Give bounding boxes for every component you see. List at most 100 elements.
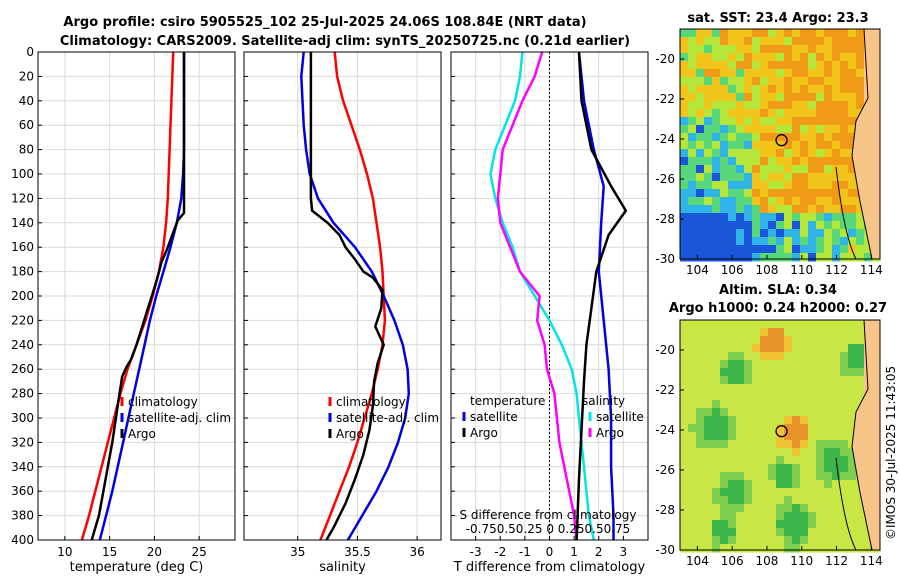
map-cell	[808, 229, 817, 238]
map-cell	[728, 29, 737, 38]
map-cell	[800, 464, 809, 473]
map-cell	[816, 384, 825, 393]
map-cell	[776, 400, 785, 409]
map-cell	[768, 384, 777, 393]
map-cell	[696, 384, 705, 393]
map-cell	[744, 77, 753, 86]
y-tick-label: 0	[26, 45, 34, 59]
series-line-salinity-satellite	[577, 51, 615, 540]
map-cell	[856, 45, 865, 54]
map-cell	[712, 77, 721, 86]
map-cell	[808, 133, 817, 142]
map-cell	[760, 376, 769, 385]
map-cell	[704, 141, 713, 150]
map-cell	[832, 29, 841, 38]
map-cell	[784, 141, 793, 150]
map-cell	[752, 53, 761, 62]
map-cell	[816, 424, 825, 433]
map-cell	[728, 352, 737, 361]
map-cell	[680, 536, 689, 545]
map-cell	[856, 320, 865, 329]
map-cell	[712, 197, 721, 206]
map-cell	[792, 432, 801, 441]
map-cell	[704, 221, 713, 230]
map-cell	[688, 480, 697, 489]
map-cell	[720, 352, 729, 361]
map-cell	[840, 400, 849, 409]
map-cell	[800, 173, 809, 182]
map-cell	[776, 165, 785, 174]
map-cell	[736, 125, 745, 134]
map-cell	[848, 157, 857, 166]
map-cell	[832, 496, 841, 505]
map-cell	[768, 181, 777, 190]
map-cell	[744, 496, 753, 505]
map-cell	[720, 472, 729, 481]
map-cell	[744, 53, 753, 62]
map-cell	[696, 536, 705, 545]
map-cell	[752, 237, 761, 246]
map-cell	[816, 416, 825, 425]
map-cell	[688, 157, 697, 166]
map-cell	[768, 29, 777, 38]
map-cell	[856, 384, 865, 393]
map-cell	[840, 45, 849, 54]
map-cell	[784, 117, 793, 126]
map-cell	[840, 456, 849, 465]
map-cell	[776, 85, 785, 94]
map-cell	[744, 253, 753, 262]
map-cell	[792, 480, 801, 489]
map-cell	[832, 197, 841, 206]
map-cell	[816, 448, 825, 457]
map-cell	[808, 408, 817, 417]
map-cell	[776, 197, 785, 206]
map-cell	[768, 336, 777, 345]
map-cell	[680, 440, 689, 449]
map-cell	[840, 520, 849, 529]
map-cell	[744, 336, 753, 345]
map-cell	[832, 400, 841, 409]
map-cell	[776, 424, 785, 433]
x-tick-label: 108	[756, 554, 779, 568]
map-cell	[680, 61, 689, 70]
map-cell	[704, 448, 713, 457]
map-cell	[680, 360, 689, 369]
map-cell	[800, 221, 809, 230]
map-cell	[816, 125, 825, 134]
y-tick-label: 120	[11, 191, 34, 205]
map-cell	[800, 536, 809, 545]
map-cell	[856, 53, 865, 62]
map-cell	[704, 320, 713, 329]
map-cell	[744, 392, 753, 401]
map-cell	[680, 368, 689, 377]
map-cell	[688, 512, 697, 521]
map-cell	[720, 432, 729, 441]
map-cell	[776, 109, 785, 118]
map-cell	[768, 117, 777, 126]
map-cell	[728, 69, 737, 78]
map-cell	[712, 528, 721, 537]
map-cell	[816, 221, 825, 230]
map-cell	[784, 480, 793, 489]
y-tick-label: 80	[19, 143, 34, 157]
map-cell	[688, 221, 697, 230]
y-tick-label: 180	[11, 265, 34, 279]
map-cell	[680, 424, 689, 433]
map-cell	[688, 205, 697, 214]
map-cell	[728, 328, 737, 337]
map-cell	[840, 101, 849, 110]
map-cell	[832, 376, 841, 385]
map-cell	[824, 360, 833, 369]
map-cell	[744, 352, 753, 361]
map-cell	[680, 101, 689, 110]
map-cell	[704, 400, 713, 409]
map-cell	[704, 384, 713, 393]
map-cell	[776, 133, 785, 142]
map-cell	[760, 440, 769, 449]
map-cell	[800, 400, 809, 409]
map-cell	[776, 360, 785, 369]
map-cell	[744, 432, 753, 441]
map-cell	[688, 368, 697, 377]
map-cell	[680, 69, 689, 78]
map-cell	[816, 29, 825, 38]
